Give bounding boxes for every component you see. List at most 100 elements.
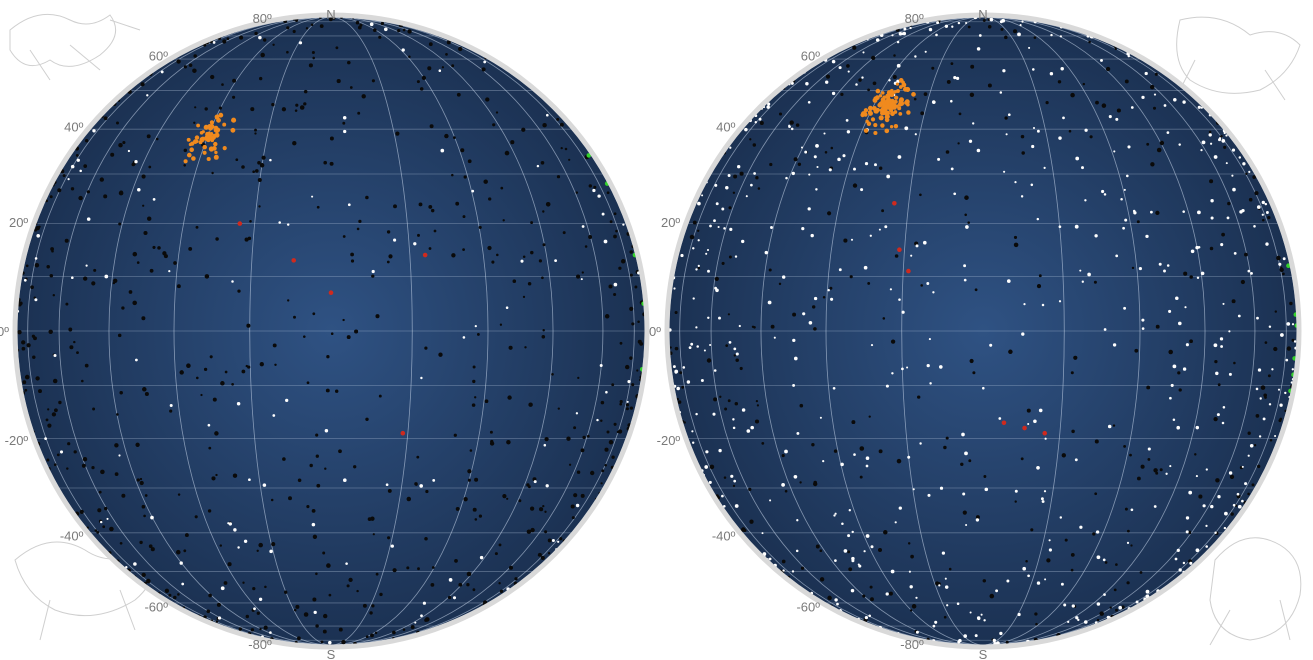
star-point [370,516,375,521]
star-point [631,322,635,326]
star-point [867,88,870,92]
cluster-point [893,110,898,114]
star-point [1003,170,1006,173]
star-point [613,422,617,426]
star-point [110,152,115,157]
star-point [1225,162,1228,165]
star-point [1017,612,1021,617]
star-point [962,510,967,515]
star-point [800,566,805,570]
star-point [489,430,493,434]
star-point [756,404,760,407]
star-point [1104,561,1108,564]
star-point [408,55,411,59]
star-point [116,413,119,416]
cluster-point [873,96,878,101]
star-point [17,330,22,335]
star-point [24,388,28,392]
star-point [1116,108,1121,113]
star-point [237,289,241,293]
star-point [53,463,57,467]
star-point [830,297,834,301]
star-point [179,561,183,565]
star-point [862,594,866,598]
star-point [727,399,731,403]
star-point [1057,80,1062,84]
star-point [216,602,221,607]
cluster-point [865,119,869,124]
star-point [97,508,102,513]
star-point [1210,504,1214,509]
star-point [343,129,347,134]
star-point [32,355,36,359]
star-point [347,203,351,207]
star-point [467,469,472,474]
cluster-point [195,139,199,144]
star-point [935,581,940,586]
star-point [785,176,788,180]
star-point [1007,113,1011,117]
star-point [613,234,617,239]
star-point [893,54,896,57]
star-point [76,158,80,162]
cluster-point [214,150,218,155]
star-point [761,442,765,445]
star-point [703,349,706,352]
star-point [312,312,316,316]
star-point [1195,245,1199,250]
star-point [695,412,698,416]
star-point [215,237,219,241]
cluster-point [895,104,899,108]
star-point [770,324,775,329]
star-point [458,582,463,587]
star-point [472,379,476,384]
star-point [948,567,952,571]
star-point [1034,612,1038,616]
star-point [946,79,951,84]
star-point [704,465,709,469]
star-point [1256,205,1261,209]
star-point [1194,453,1197,456]
star-point [1095,530,1100,534]
star-point [527,281,532,286]
star-point [620,259,626,264]
star-point [1166,131,1170,134]
star-point [248,478,251,482]
star-point [1269,438,1273,442]
star-point [793,157,798,162]
star-point [324,467,327,470]
star-point [834,512,837,515]
star-point [1274,434,1277,438]
star-point [249,220,252,223]
star-point [846,64,850,68]
star-point [965,523,968,527]
star-point [1268,325,1272,328]
star-point [1096,555,1101,560]
star-point [1075,616,1079,620]
star-point [734,255,738,258]
star-point [451,253,456,258]
star-point [231,382,234,386]
cluster-point [863,108,869,113]
star-point [1094,234,1098,238]
star-point [135,442,140,447]
star-point [1026,408,1031,413]
star-point [1035,622,1038,626]
star-point [148,544,153,549]
star-point [1123,188,1126,191]
star-point [471,189,475,193]
star-point [1115,563,1118,566]
star-point [1185,516,1190,520]
star-point [926,363,930,368]
star-point [819,549,823,553]
star-point [303,102,307,106]
star-point [718,316,721,320]
star-point [186,363,191,368]
star-point [1163,269,1166,273]
star-point [86,217,91,221]
star-point [544,436,549,442]
star-point [1174,557,1178,561]
star-point [951,25,954,28]
